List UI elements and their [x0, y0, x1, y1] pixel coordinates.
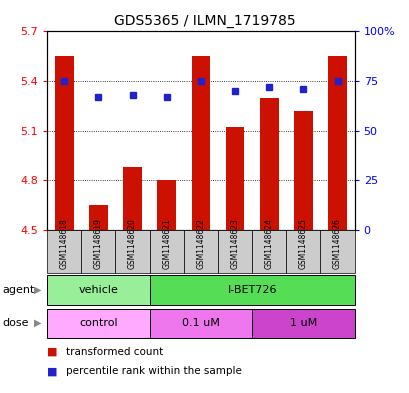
Bar	[327, 56, 346, 230]
Bar	[123, 167, 142, 230]
Text: GSM1148620: GSM1148620	[128, 219, 137, 269]
Text: GSM1148618: GSM1148618	[60, 219, 69, 269]
Bar	[89, 205, 108, 230]
Text: GDS5365 / ILMN_1719785: GDS5365 / ILMN_1719785	[114, 14, 295, 28]
Text: ■: ■	[47, 347, 58, 357]
Bar	[157, 180, 176, 230]
Text: agent: agent	[2, 285, 34, 295]
Bar	[293, 111, 312, 230]
Bar	[225, 127, 244, 230]
Text: vehicle: vehicle	[78, 285, 118, 295]
Bar	[259, 97, 278, 230]
Text: GSM1148626: GSM1148626	[332, 219, 341, 269]
Bar	[55, 56, 74, 230]
Text: GSM1148623: GSM1148623	[230, 219, 239, 269]
Text: ▶: ▶	[34, 285, 41, 295]
Text: dose: dose	[2, 318, 29, 328]
Text: GSM1148619: GSM1148619	[94, 219, 103, 269]
Text: GSM1148621: GSM1148621	[162, 219, 171, 269]
Text: 1 uM: 1 uM	[289, 318, 316, 328]
Text: transformed count: transformed count	[65, 347, 162, 357]
Text: GSM1148624: GSM1148624	[264, 219, 273, 269]
Text: control: control	[79, 318, 117, 328]
Bar	[191, 56, 210, 230]
Text: percentile rank within the sample: percentile rank within the sample	[65, 366, 241, 376]
Text: GSM1148622: GSM1148622	[196, 219, 205, 269]
Text: 0.1 uM: 0.1 uM	[182, 318, 219, 328]
Text: ■: ■	[47, 366, 58, 376]
Text: I-BET726: I-BET726	[227, 285, 276, 295]
Text: ▶: ▶	[34, 318, 41, 328]
Text: GSM1148625: GSM1148625	[298, 219, 307, 269]
